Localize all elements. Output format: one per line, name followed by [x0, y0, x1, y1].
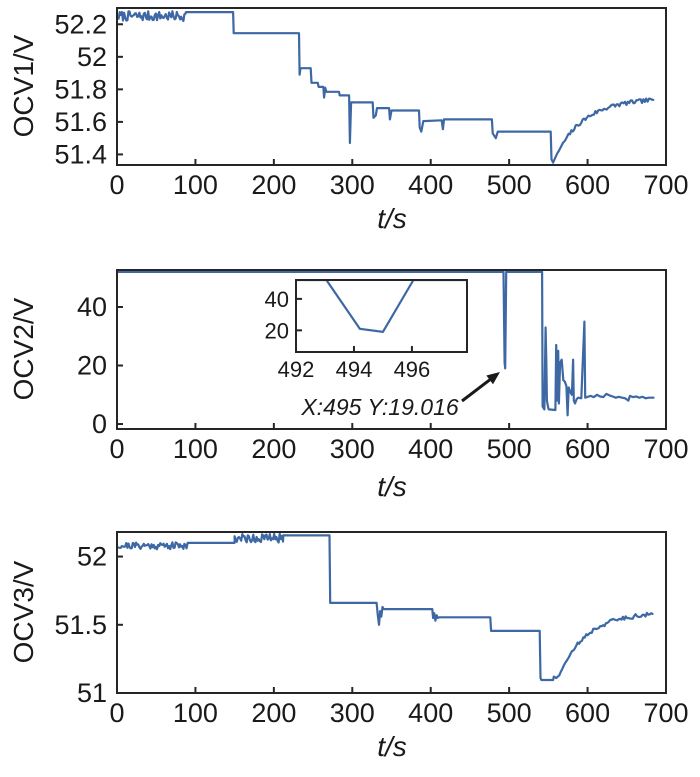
x-tick-label: 200	[251, 170, 296, 200]
y-axis-label-ocv3: OCV3/V	[8, 560, 39, 664]
x-tick-label: 200	[251, 698, 296, 728]
y-tick-label: 51	[77, 678, 107, 708]
y-axis-label-ocv2: OCV2/V	[8, 297, 39, 401]
y-tick-label: 51.6	[54, 107, 107, 137]
x-tick-label: 600	[565, 170, 610, 200]
y-tick-label: 40	[265, 287, 289, 312]
y-tick-label: 51.8	[54, 74, 107, 104]
x-tick-label: 700	[643, 698, 688, 728]
x-tick-label: 200	[251, 434, 296, 464]
x-tick-label: 500	[487, 170, 532, 200]
x-axis-label-plot2: t/s	[377, 471, 407, 502]
x-tick-label: 500	[487, 698, 532, 728]
x-tick-label: 600	[565, 698, 610, 728]
x-tick-label: 100	[173, 698, 218, 728]
annotation-arrow-head	[486, 372, 500, 385]
x-tick-label: 400	[408, 170, 453, 200]
y-tick-label: 52.2	[54, 9, 107, 39]
x-tick-label: 492	[278, 357, 315, 382]
x-tick-label: 496	[394, 357, 431, 382]
x-tick-label: 300	[330, 170, 375, 200]
x-tick-label: 600	[565, 434, 610, 464]
axes-box	[295, 279, 468, 353]
series-line	[117, 532, 654, 682]
y-tick-label: 52	[77, 42, 107, 72]
x-tick-label: 0	[109, 434, 124, 464]
y-tick-label: 52	[77, 542, 107, 572]
x-tick-label: 300	[330, 434, 375, 464]
x-tick-label: 494	[336, 357, 373, 382]
x-tick-label: 400	[408, 698, 453, 728]
x-tick-label: 0	[109, 698, 124, 728]
axes-box	[116, 269, 667, 430]
annotation-arrow-shaft	[461, 376, 494, 403]
y-axis-label-ocv1: OCV1/V	[8, 34, 39, 138]
series-line	[117, 270, 655, 417]
series-line	[295, 279, 468, 333]
x-tick-label: 300	[330, 698, 375, 728]
y-tick-label: 51.4	[54, 139, 107, 169]
axes-box	[116, 531, 667, 694]
x-tick-label: 100	[173, 170, 218, 200]
x-axis-label-plot3: t/s	[377, 731, 407, 762]
y-tick-label: 0	[92, 409, 107, 439]
x-tick-label: 100	[173, 434, 218, 464]
x-tick-label: 0	[109, 170, 124, 200]
x-tick-label: 400	[408, 434, 453, 464]
series-line	[117, 10, 655, 164]
x-tick-label: 500	[487, 434, 532, 464]
x-tick-label: 700	[643, 170, 688, 200]
x-axis-label-plot1: t/s	[377, 203, 407, 234]
x-tick-label: 700	[643, 434, 688, 464]
y-tick-label: 40	[77, 292, 107, 322]
y-tick-label: 51.5	[54, 610, 107, 640]
axes-box	[116, 7, 667, 166]
y-tick-label: 20	[77, 351, 107, 381]
datatip-annotation: X:495 Y:19.016	[300, 394, 459, 420]
y-tick-label: 20	[265, 318, 289, 343]
